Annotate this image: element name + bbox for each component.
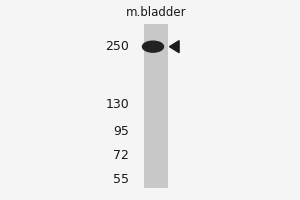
Ellipse shape — [142, 41, 164, 52]
Text: 72: 72 — [113, 149, 129, 162]
Polygon shape — [169, 41, 179, 53]
Text: 130: 130 — [105, 98, 129, 111]
Text: 55: 55 — [113, 173, 129, 186]
Text: 95: 95 — [113, 125, 129, 138]
Text: m.bladder: m.bladder — [126, 6, 186, 19]
Bar — [144, 24, 168, 188]
Text: 250: 250 — [105, 40, 129, 53]
